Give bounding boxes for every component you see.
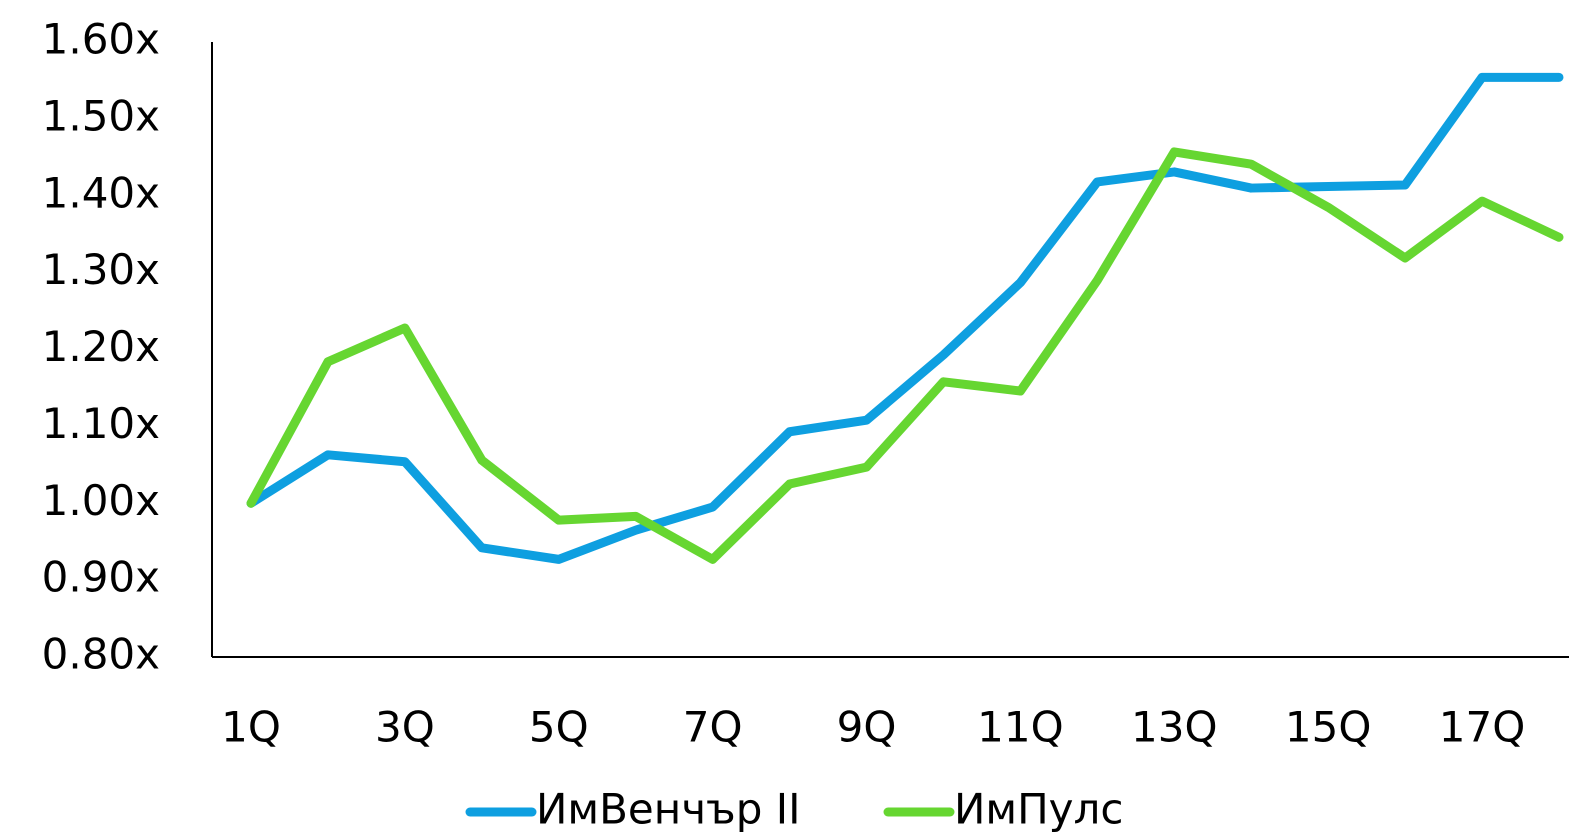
x-tick-label: 3Q (375, 703, 435, 752)
y-tick-label: 1.40x (42, 168, 160, 217)
y-tick-label: 1.60x (42, 15, 160, 64)
x-tick-label: 1Q (221, 703, 281, 752)
y-tick-label: 1.30x (42, 245, 160, 294)
y-tick-label: 1.20x (42, 322, 160, 371)
y-tick-label: 1.00x (42, 476, 160, 525)
y-tick-label: 0.90x (42, 553, 160, 602)
x-tick-label: 11Q (977, 703, 1064, 752)
series-line (246, 72, 1564, 564)
y-tick-label: 1.50x (42, 91, 160, 140)
x-tick-label: 9Q (837, 703, 897, 752)
series-line (246, 147, 1564, 564)
legend-label: ИмВенчър II (536, 785, 801, 834)
x-tick-label: 13Q (1131, 703, 1218, 752)
x-tick-label: 7Q (683, 703, 743, 752)
x-tick-label: 15Q (1285, 703, 1372, 752)
y-tick-label: 1.10x (42, 399, 160, 448)
legend-label: ИмПулс (954, 785, 1123, 834)
x-tick-label: 17Q (1439, 703, 1526, 752)
x-tick-label: 5Q (529, 703, 589, 752)
y-tick-label: 0.80x (42, 630, 160, 679)
